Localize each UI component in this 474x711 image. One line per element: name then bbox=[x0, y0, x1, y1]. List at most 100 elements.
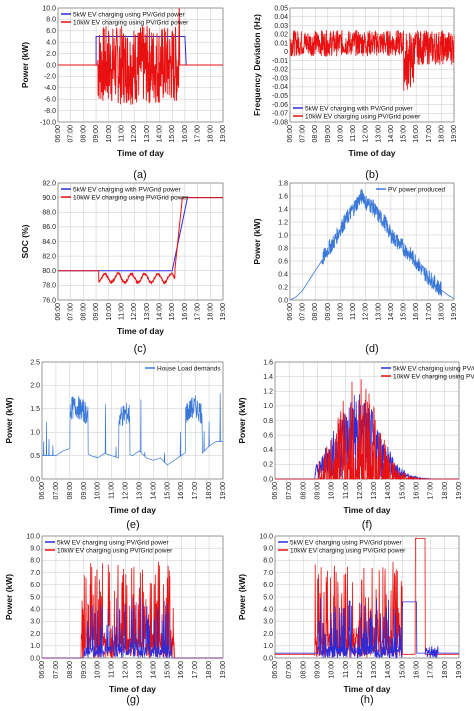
x-tick-label: 17:00 bbox=[428, 661, 435, 679]
x-tick-label: 18:00 bbox=[206, 661, 213, 679]
x-tick-label: 13:00 bbox=[375, 303, 382, 321]
x-tick-label: 08:00 bbox=[312, 125, 319, 143]
panel-letter: (f) bbox=[362, 519, 372, 531]
x-tick-label: 14:00 bbox=[388, 125, 395, 143]
y-tick-label: 6.0 bbox=[30, 582, 40, 589]
y-tick-label: -6.0 bbox=[44, 97, 56, 104]
x-tick-label: 16:00 bbox=[413, 303, 420, 321]
series-line bbox=[42, 393, 223, 466]
y-tick-label: 6.0 bbox=[263, 582, 273, 589]
series-line bbox=[42, 561, 223, 659]
x-tick-label: 12:00 bbox=[357, 661, 364, 679]
y-tick-label: 0.04 bbox=[274, 14, 288, 21]
x-tick-label: 12:00 bbox=[357, 482, 364, 500]
x-tick-label: 11:00 bbox=[109, 661, 116, 678]
chart-panel-f: 0.0 0.2 0.4 0.6 0.8 1.0 1.2 1.4 1.6 06:00 07:00 08:… bbox=[237, 359, 474, 531]
x-tick-label: 09:00 bbox=[81, 482, 88, 500]
x-tick-label: 10:00 bbox=[329, 482, 336, 500]
y-tick-label: -4.0 bbox=[44, 85, 56, 92]
y-tick-label: 1.0 bbox=[30, 643, 40, 650]
y-tick-label: 6.0 bbox=[46, 28, 56, 35]
x-tick-label: 13:00 bbox=[144, 125, 151, 143]
x-tick-label: 10:00 bbox=[106, 303, 113, 321]
x-tick-label: 09:00 bbox=[325, 303, 332, 321]
y-tick-label: 8.0 bbox=[30, 558, 40, 565]
x-tick-label: 18:00 bbox=[206, 482, 213, 500]
y-tick-label: 2.0 bbox=[263, 631, 273, 638]
x-tick-label: 08:00 bbox=[80, 125, 87, 143]
x-tick-label: 15:00 bbox=[401, 303, 408, 321]
panel-letter: (h) bbox=[360, 694, 373, 706]
x-tick-label: 08:00 bbox=[67, 482, 74, 500]
x-tick-label: 15:00 bbox=[164, 482, 171, 500]
series-line bbox=[275, 597, 459, 659]
x-tick-label: 13:00 bbox=[144, 303, 151, 321]
x-tick-label: 19:00 bbox=[220, 482, 227, 500]
x-tick-label: 11:00 bbox=[350, 303, 357, 320]
x-tick-label: 14:00 bbox=[150, 661, 157, 679]
series-line bbox=[289, 29, 455, 91]
y-tick-label: 3.0 bbox=[30, 619, 40, 626]
y-tick-label: 10.0 bbox=[42, 5, 56, 12]
x-tick-label: 10:00 bbox=[329, 661, 336, 679]
x-tick-label: 19:00 bbox=[451, 303, 458, 321]
series-line bbox=[275, 379, 459, 481]
x-tick-label: 14:00 bbox=[157, 303, 164, 321]
y-tick-label: 4.0 bbox=[263, 607, 273, 614]
x-axis-label: Time of day bbox=[109, 505, 156, 515]
y-tick-label: 9.0 bbox=[30, 546, 40, 553]
y-tick-label: 1.8 bbox=[278, 180, 288, 187]
x-tick-label: 16:00 bbox=[414, 661, 421, 679]
y-tick-label: 1.2 bbox=[278, 219, 288, 226]
y-tick-label: 10.0 bbox=[26, 533, 40, 540]
y-tick-label: -2.0 bbox=[44, 74, 56, 81]
y-tick-label: 1.0 bbox=[278, 232, 288, 239]
x-tick-label: 16:00 bbox=[414, 482, 421, 500]
x-tick-label: 13:00 bbox=[136, 661, 143, 679]
y-tick-label: -0.04 bbox=[272, 84, 288, 91]
y-tick-label: 0.01 bbox=[274, 40, 288, 47]
y-tick-label: -8.0 bbox=[44, 108, 56, 115]
y-tick-label: -0.01 bbox=[272, 58, 288, 65]
x-tick-label: 18:00 bbox=[207, 125, 214, 143]
y-axis-label: Power (kW) bbox=[252, 218, 262, 264]
chart-panel-g: 0.0 1.0 2.0 3.0 4.0 5.0 6.0 7.0 8.0 9.0 10.0 06:00 0… bbox=[4, 533, 227, 706]
x-tick-label: 07:00 bbox=[286, 482, 293, 500]
x-tick-label: 09:00 bbox=[93, 303, 100, 321]
x-tick-label: 07:00 bbox=[68, 303, 75, 321]
y-axis-label: Frequency Deviation (Hz) bbox=[252, 14, 262, 116]
chart-panel-b: -0.08-0.07 -0.06 -0.05 -0.04 -0.03-0.02 -0.01… bbox=[252, 5, 458, 181]
legend-entry: House Load demands bbox=[157, 365, 221, 372]
x-tick-label: 14:00 bbox=[385, 661, 392, 679]
x-tick-label: 07:00 bbox=[286, 661, 293, 679]
legend-entry: 10kW EV charging using PV/Grid power bbox=[57, 547, 173, 554]
x-tick-label: 11:00 bbox=[118, 125, 125, 142]
x-tick-label: 11:00 bbox=[343, 482, 350, 499]
y-axis-label: Power (kW) bbox=[237, 574, 247, 620]
x-tick-label: 07:00 bbox=[53, 661, 60, 679]
series-line bbox=[275, 538, 459, 658]
series-line bbox=[289, 188, 455, 301]
legend-entry: 5kW EV charging using PV/Grid power bbox=[393, 365, 474, 372]
y-tick-label: 78.0 bbox=[42, 283, 56, 290]
x-tick-label: 06:00 bbox=[272, 482, 279, 500]
y-tick-label: -0.05 bbox=[272, 93, 288, 100]
panel-letter: (e) bbox=[126, 519, 139, 531]
y-tick-label: 0.6 bbox=[278, 258, 288, 265]
y-tick-label: 0.05 bbox=[274, 5, 288, 12]
x-tick-label: 18:00 bbox=[207, 303, 214, 321]
x-tick-label: 07:00 bbox=[300, 125, 307, 143]
x-tick-label: 13:00 bbox=[371, 482, 378, 500]
y-axis-label: Power (kW) bbox=[4, 397, 14, 443]
x-tick-label: 12:00 bbox=[363, 303, 370, 321]
chart-panel-d: 0.0 0.2 0.4 0.6 0.8 1.0 1.2 1.4 1.6 1.8 06:00 07:00… bbox=[252, 180, 458, 355]
legend-entry: 5kW EV charging with PV/Grid power bbox=[305, 105, 413, 112]
x-tick-label: 16:00 bbox=[413, 125, 420, 143]
legend-entry: 5kW EV charging using PV/Grid power bbox=[57, 539, 169, 546]
x-tick-label: 06:00 bbox=[287, 125, 294, 143]
y-tick-label: 3.0 bbox=[263, 619, 273, 626]
legend-entry: PV power produced bbox=[388, 186, 445, 193]
y-tick-label: 1.6 bbox=[278, 193, 288, 200]
legend-entry: 10kW EV charging using PV/Grid power bbox=[73, 19, 189, 26]
